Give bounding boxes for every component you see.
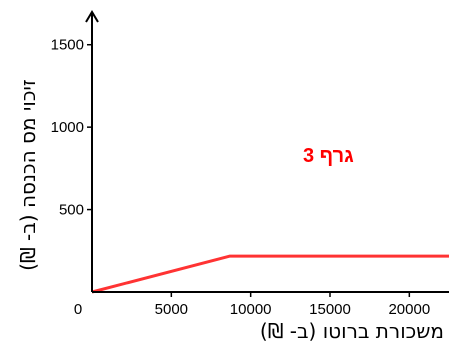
x-axis-label: משכורת ברוטו (ב- ₪): [260, 319, 444, 343]
x-tick-label: 10000: [230, 301, 272, 318]
y-tick-label: 1500: [51, 37, 84, 54]
y-axis-label: זיכוי מס הכנסה (ב- ₪): [16, 79, 40, 271]
y-tick-label: 1000: [51, 119, 84, 136]
x-tick-label: 0: [74, 301, 82, 318]
y-axis-arrow: [85, 10, 99, 23]
chart-title: גרף 3: [303, 145, 354, 167]
series-line: [91, 254, 449, 294]
y-axis-ticks: 500 1000 1500: [51, 37, 92, 219]
x-tick-label: 20000: [388, 301, 430, 318]
x-tick-label: 5000: [155, 301, 188, 318]
x-axis-ticks: 0 5000 10000 15000 20000: [74, 292, 430, 318]
series-layer: [91, 254, 449, 294]
x-tick-label: 15000: [309, 301, 351, 318]
y-tick-label: 500: [59, 202, 84, 219]
